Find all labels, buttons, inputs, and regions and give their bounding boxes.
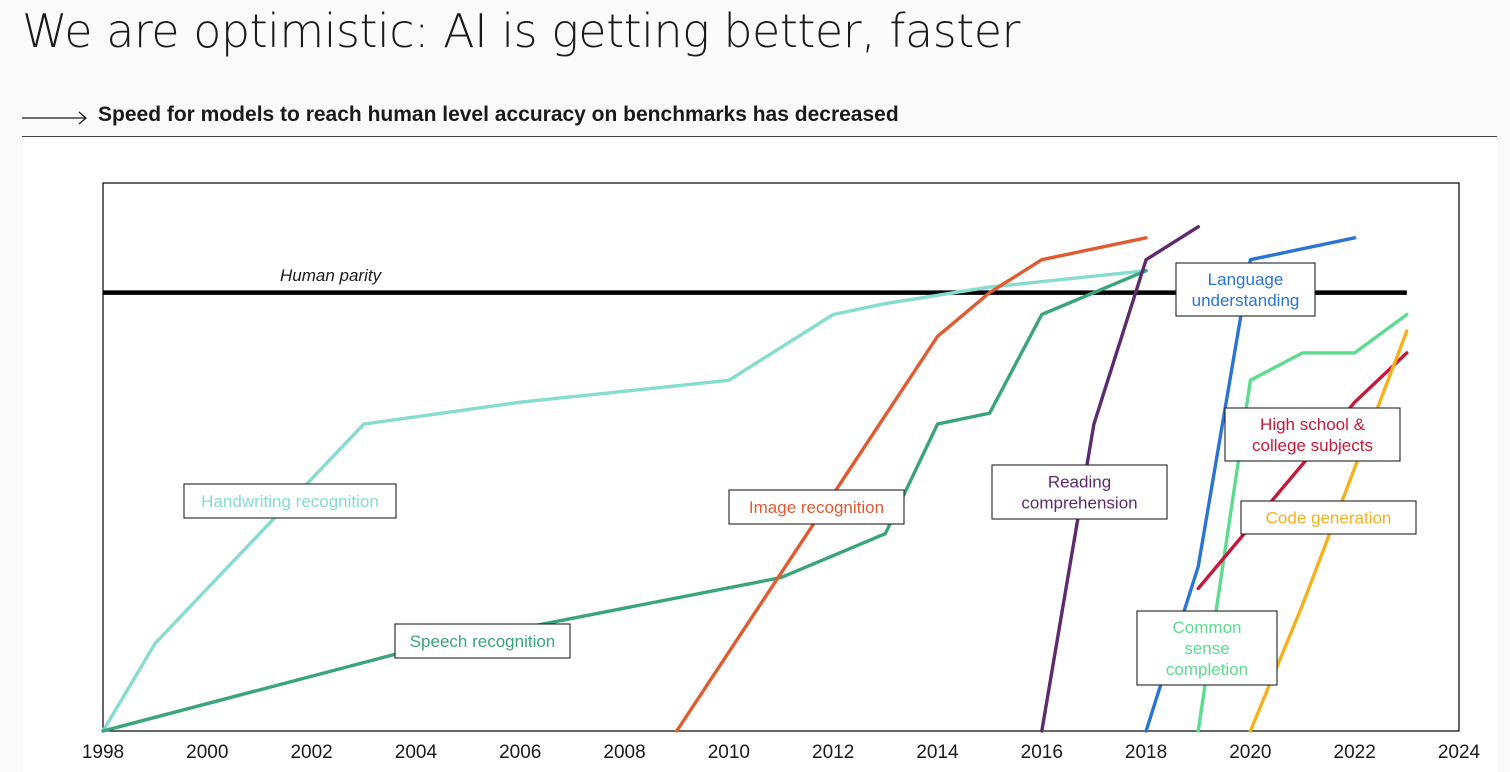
x-tick-label: 2000 [186, 742, 228, 763]
label-box-frame [394, 623, 571, 659]
series-line-common-sense-completion [1196, 312, 1409, 733]
series-label-text: Language [1208, 270, 1284, 289]
series-label-text: completion [1166, 660, 1248, 679]
x-tick-label: 2018 [1125, 742, 1167, 763]
label-box-frame [1175, 262, 1316, 317]
label-box-frame [991, 464, 1168, 520]
label-box-frame [728, 489, 905, 525]
series-line-image-recognition [675, 236, 1148, 733]
x-tick-label: 2020 [1229, 742, 1271, 763]
series-label-text: comprehension [1021, 494, 1137, 513]
x-tick-label: 2010 [708, 742, 750, 763]
label-box-frame [1224, 407, 1401, 462]
label-box-reading-comprehension: Reading comprehension [991, 464, 1168, 520]
label-box-frame [1240, 500, 1417, 535]
page-title: We are optimistic: AI is getting better,… [22, 4, 1020, 58]
label-box-common-sense-completion: Common sense completion [1136, 610, 1278, 686]
label-box-code-generation: Code generation [1240, 500, 1417, 535]
series-label-text: High school & [1260, 415, 1366, 434]
label-box-frame [1136, 610, 1278, 686]
series-label-text: Code generation [1266, 509, 1392, 528]
series-label-text: Reading [1048, 473, 1111, 492]
label-box-handwriting-recognition: Handwriting recognition [183, 483, 397, 519]
x-tick-label: 2008 [603, 742, 645, 763]
x-tick-label: 2024 [1438, 742, 1481, 763]
series-label-text: Common [1173, 618, 1242, 637]
label-box-speech-recognition: Speech recognition [394, 623, 571, 659]
header-divider [22, 136, 1497, 137]
line-chart: 1998 2000 2002 2004 2006 2008 2010 2012 2014 2016… [82, 182, 1481, 763]
series-label-text: sense [1184, 639, 1229, 658]
plot-frame [102, 182, 1460, 732]
human-parity-label: Human parity [280, 266, 383, 285]
x-tick-label: 2004 [395, 742, 438, 763]
series-label-text: Handwriting recognition [201, 492, 379, 511]
x-tick-label: 2022 [1334, 742, 1376, 763]
x-tick-label: 2002 [290, 742, 332, 763]
series-label-text: Image recognition [749, 498, 884, 517]
chart-panel: 1998 2000 2002 2004 2006 2008 2010 2012 2014 2016… [22, 138, 1497, 772]
page-subtitle: Speed for models to reach human level ac… [98, 103, 899, 126]
x-tick-label: 1998 [82, 742, 124, 763]
label-box-language-understanding: Language understanding [1175, 262, 1316, 317]
series-line-handwriting-recognition [101, 268, 1148, 733]
x-tick-label: 2014 [916, 742, 959, 763]
label-box-frame [183, 483, 397, 519]
series-label-text: college subjects [1252, 436, 1373, 455]
x-tick-label: 2016 [1021, 742, 1063, 763]
x-tick-label: 2012 [812, 742, 854, 763]
label-box-image-recognition: Image recognition [728, 489, 905, 525]
series-label-text: Speech recognition [410, 632, 556, 651]
arrow-right-icon [22, 111, 87, 125]
label-box-high-school-and-college-subjects: High school & college subjects [1224, 407, 1401, 462]
x-tick-label: 2006 [499, 742, 541, 763]
series-label-text: understanding [1192, 291, 1300, 310]
series-line-reading-comprehension [1040, 225, 1200, 733]
